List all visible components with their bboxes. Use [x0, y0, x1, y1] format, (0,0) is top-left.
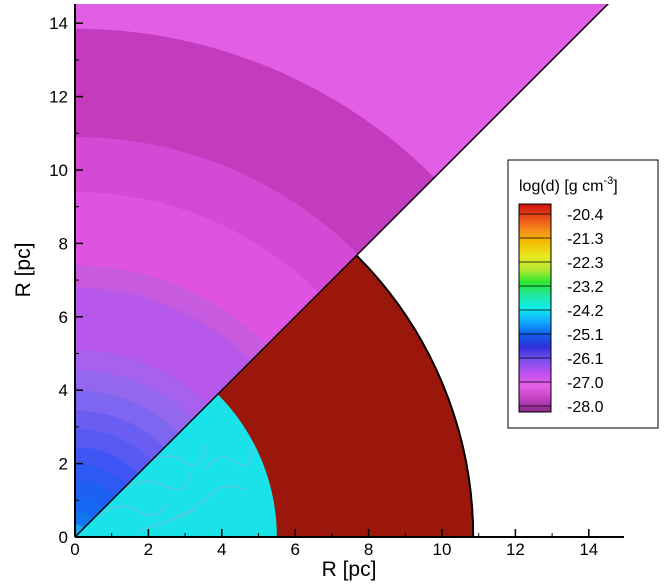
- x-axis-ticks: 0 2 4 6 8 10 12 14: [70, 529, 598, 559]
- lower-band-1: [75, 394, 277, 537]
- colorbar-title-end: ]: [613, 178, 617, 195]
- x-tick-label-0: 0: [70, 540, 79, 559]
- y-tick-label-0: 0: [59, 528, 68, 547]
- turbulence-swirl-6: [139, 509, 196, 531]
- colorbar-title-main: log(d) [g cm: [519, 178, 603, 195]
- y-tick-label-14: 14: [49, 14, 68, 33]
- y-axis-label: R [pc]: [12, 243, 35, 298]
- turbulence-swirl-1: [99, 502, 169, 516]
- colorbar-label: -28.0: [567, 399, 604, 416]
- colorbar-gradient: [518, 203, 552, 413]
- lower-wedge-bands: [75, 255, 474, 537]
- upper-wedge-bands: [75, 4, 609, 537]
- colorbar-label: -26.1: [567, 351, 604, 368]
- turbulence-swirl-3: [149, 443, 206, 467]
- colorbar-title-sup: -3: [603, 175, 613, 187]
- colorbar-label: -24.2: [567, 303, 604, 320]
- y-tick-label-8: 8: [59, 234, 68, 253]
- colorbar-label: -22.3: [567, 255, 604, 272]
- x-tick-label-12: 12: [506, 540, 525, 559]
- y-tick-label-12: 12: [49, 88, 68, 107]
- x-tick-label-2: 2: [144, 540, 153, 559]
- colorbar-label: -21.3: [567, 231, 604, 248]
- turbulence-swirl-5: [204, 445, 254, 471]
- diagonal-boundary: [75, 4, 609, 537]
- x-tick-label-6: 6: [290, 540, 299, 559]
- y-tick-label-4: 4: [59, 381, 68, 400]
- colorbar-label: -20.4: [567, 207, 604, 224]
- colorbar-label: -25.1: [567, 327, 604, 344]
- colorbar-label: -23.2: [567, 279, 604, 296]
- x-tick-label-10: 10: [433, 540, 452, 559]
- plot-frame: [74, 4, 624, 538]
- x-tick-label-8: 8: [364, 540, 373, 559]
- plot-area: [75, 4, 609, 537]
- y-tick-label-6: 6: [59, 308, 68, 327]
- sector-boundaries: [75, 4, 609, 537]
- shell-edge-arc: [355, 254, 475, 537]
- y-tick-label-10: 10: [49, 161, 68, 180]
- y-tick-label-2: 2: [59, 455, 68, 474]
- y-axis-ticks: 0 2 4 6 8 10 12 14: [49, 14, 83, 547]
- colorbar-labels: -20.4 -21.3 -22.3 -23.2 -24.2 -25.1 -26.1 -27.0…: [519, 207, 604, 416]
- colorbar-title: log(d) [g cm-3]: [519, 175, 618, 195]
- x-tick-label-4: 4: [217, 540, 226, 559]
- turbulent-structure: [99, 443, 254, 531]
- x-axis-label: R [pc]: [322, 558, 377, 581]
- turbulence-swirl-4: [169, 485, 246, 521]
- colorbar-legend: log(d) [g cm-3] -20.4 -21.3 -22.3 -23.2 -24.…: [507, 159, 659, 429]
- colorbar-label: -27.0: [567, 375, 604, 392]
- turbulence-swirl-2: [119, 471, 191, 493]
- x-tick-label-14: 14: [579, 540, 598, 559]
